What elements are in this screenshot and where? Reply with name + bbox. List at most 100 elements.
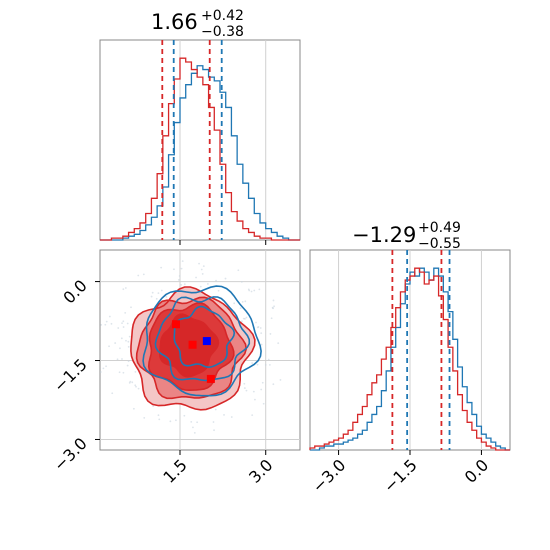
scatter-point [213,429,215,432]
scatter-point [173,268,175,271]
top-title-median: 1.66 [151,10,198,34]
scatter-point [201,273,204,275]
scatter-point [181,260,184,263]
scatter-point [256,363,259,366]
scatter-point [243,382,246,385]
scatter-point [214,408,217,411]
contour-marker-1 [172,320,180,329]
scatter-point [119,347,121,350]
bottom-histogram-xtick-labels: −3.0 −1.5 0.0 [308,455,492,496]
scatter-point [253,289,256,292]
contour-panel: 0.0 −1.5 −3.0 1.5 3.0 [50,249,301,487]
scatter-point [102,367,105,370]
scatter-point [137,387,140,390]
scatter-point [260,388,263,391]
scatter-point [243,387,246,389]
scatter-point [202,265,205,268]
scatter-point [270,317,273,320]
scatter-point [157,414,160,417]
scatter-point [206,283,209,285]
top-hist-series-0 [100,65,300,241]
blue-contour-line-0 [142,285,262,397]
br-xtick-label-0: −3.0 [308,455,349,496]
contour-markers [172,320,215,383]
bottom-histogram-title: −1.29 +0.49 −0.55 [352,220,461,252]
scatter-point [132,407,135,410]
scatter-point [241,300,244,303]
scatter-point [256,326,259,329]
red-contour-line-0 [130,286,256,411]
scatter-point [267,358,270,361]
contour-marker-3 [206,374,215,383]
br-xtick-label-2: 0.0 [461,455,492,486]
scatter-point [175,419,177,422]
contour-xtick-label-1: 3.0 [245,455,276,486]
scatter-point [261,381,264,384]
scatter-point [251,362,254,364]
scatter-point [251,414,254,417]
scatter-point [126,322,129,325]
scatter-point [122,288,125,291]
scatter-point [260,332,263,335]
scatter-point [124,287,127,289]
scatter-point [272,307,274,310]
scatter-point [137,274,140,277]
contour-ytick-label-1: −1.5 [50,355,91,396]
scatter-point [160,289,163,292]
scatter-point [122,371,125,374]
scatter-point [252,390,255,393]
scatter-point [128,335,131,338]
scatter-point [230,416,233,418]
scatter-point [192,426,194,429]
scatter-point [195,276,197,279]
scatter-point [254,398,256,401]
br-xtick-label-1: −1.5 [380,455,421,496]
scatter-point [255,321,257,324]
scatter-point [272,383,275,386]
scatter-point [122,320,125,323]
top-histogram-panel [99,39,301,245]
scatter-point [155,297,158,300]
bottom-title-lower: −0.55 [418,236,461,252]
scatter-point [262,402,265,405]
scatter-point [114,342,117,344]
scatter-point [128,381,131,384]
scatter-point [152,405,155,408]
bottom-histogram-panel: −3.0 −1.5 0.0 [308,249,511,496]
blue-contour-line-2 [173,305,236,369]
contour-xtick-label-0: 1.5 [159,455,190,486]
scatter-point [200,268,203,271]
top-title-upper: +0.42 [201,8,244,24]
scatter-point [100,323,103,326]
scatter-point [180,283,183,286]
scatter-point [180,267,183,270]
scatter-point [165,296,168,298]
scatter-point [212,421,215,423]
scatter-point [224,277,227,280]
scatter-point [245,316,248,319]
scatter-point [264,363,267,366]
scatter-point [116,358,119,361]
scatter-point [124,311,127,314]
top-hist-series-1 [100,57,300,241]
top-histogram-series [100,57,300,241]
scatter-point [198,262,200,265]
scatter-point [183,283,186,286]
scatter-point [104,323,107,326]
scatter-point [100,371,102,373]
contour-ytick-label-0: 0.0 [59,276,90,307]
top-histogram-title: 1.66 +0.42 −0.38 [151,8,244,40]
contour-marker-2 [188,340,197,349]
scatter-point [142,273,145,276]
scatter-point [268,363,271,366]
scatter-point [160,266,163,269]
scatter-point [233,302,236,305]
scatter-point [273,305,275,308]
red-contour-line-1 [135,296,248,400]
scatter-point [215,279,217,282]
scatter-point [110,322,113,325]
scatter-point [193,431,196,434]
scatter-point [131,381,134,384]
top-title-lower: −0.38 [201,24,244,40]
